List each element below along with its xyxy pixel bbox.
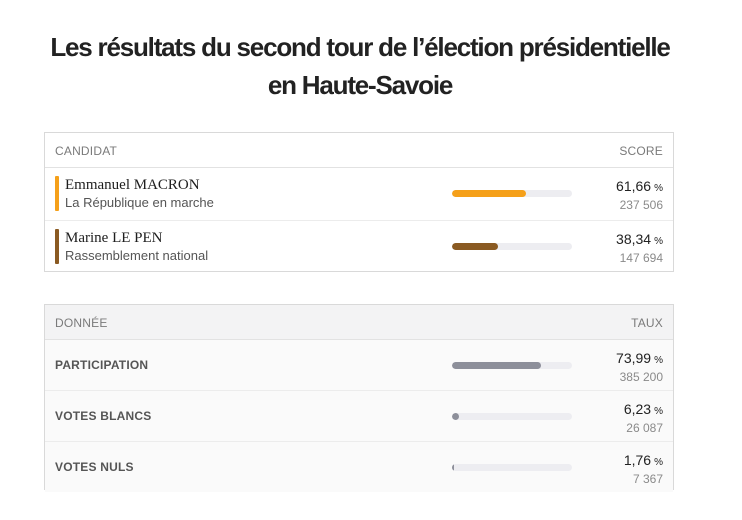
percent-unit: % <box>654 406 663 417</box>
data-percent-value: 73,99 <box>616 350 652 366</box>
candidate-score-bar <box>452 190 572 197</box>
percent-unit: % <box>654 457 663 468</box>
data-percent: 1,76% <box>624 452 663 468</box>
percent-unit: % <box>654 183 663 194</box>
data-row-participation: PARTICIPATION 73,99% 385 200 <box>45 340 673 391</box>
page-title-line-1: Les résultats du second tour de l’électi… <box>50 32 671 62</box>
candidate-score-bar <box>452 243 572 250</box>
candidate-color-marker <box>55 176 59 211</box>
data-count: 26 087 <box>626 421 663 435</box>
page-title-line-2: en Haute-Savoie <box>267 70 453 100</box>
data-row-label: VOTES NULS <box>55 460 134 474</box>
candidates-table-header: CANDIDAT SCORE <box>45 133 673 168</box>
candidate-row-macron: Emmanuel MACRON La République en marche … <box>45 168 673 221</box>
candidate-party: Rassemblement national <box>65 248 209 263</box>
data-row-votes-blancs: VOTES BLANCS 6,23% 26 087 <box>45 391 673 442</box>
column-header-donnee: DONNÉE <box>55 316 108 330</box>
column-header-candidat: CANDIDAT <box>55 144 118 158</box>
data-rate-bar-fill <box>452 413 460 420</box>
page-title: Les résultats du second tour de l’électi… <box>0 28 720 104</box>
data-rate-bar-fill <box>452 464 455 471</box>
data-percent: 6,23% <box>624 401 663 417</box>
candidate-percent-value: 61,66 <box>616 178 652 194</box>
data-percent-value: 6,23 <box>623 401 652 417</box>
candidate-score-bar-fill <box>452 243 498 250</box>
candidate-party: La République en marche <box>65 195 214 210</box>
data-count: 7 367 <box>632 472 663 486</box>
data-percent-value: 1,76 <box>623 452 652 468</box>
data-rate-bar <box>452 362 572 369</box>
percent-unit: % <box>654 355 663 366</box>
candidate-percent: 61,66% <box>616 178 663 194</box>
candidate-score-bar-fill <box>452 190 526 197</box>
data-row-votes-nuls: VOTES NULS 1,76% 7 367 <box>45 442 673 492</box>
column-header-taux: TAUX <box>631 316 663 330</box>
data-rate-bar <box>452 413 572 420</box>
candidate-color-marker <box>55 229 59 264</box>
data-rate-bar-fill <box>452 362 541 369</box>
data-percent: 73,99% <box>616 350 663 366</box>
column-header-score: SCORE <box>619 144 663 158</box>
candidate-percent: 38,34% <box>616 231 663 247</box>
candidate-row-le-pen: Marine LE PEN Rassemblement national 38,… <box>45 221 673 273</box>
candidate-votes: 147 694 <box>619 251 663 265</box>
percent-unit: % <box>654 236 663 247</box>
turnout-table: DONNÉE TAUX PARTICIPATION 73,99% 385 200… <box>44 304 674 492</box>
data-count: 385 200 <box>619 370 663 384</box>
candidates-table: CANDIDAT SCORE Emmanuel MACRON La Républ… <box>44 132 674 272</box>
candidate-name: Emmanuel MACRON <box>65 177 200 193</box>
candidate-votes: 237 506 <box>619 198 663 212</box>
data-row-label: PARTICIPATION <box>55 358 149 372</box>
data-row-label: VOTES BLANCS <box>55 409 152 423</box>
data-rate-bar <box>452 464 572 471</box>
turnout-table-header: DONNÉE TAUX <box>45 305 673 340</box>
candidate-name: Marine LE PEN <box>65 230 163 246</box>
candidate-percent-value: 38,34 <box>616 231 652 247</box>
